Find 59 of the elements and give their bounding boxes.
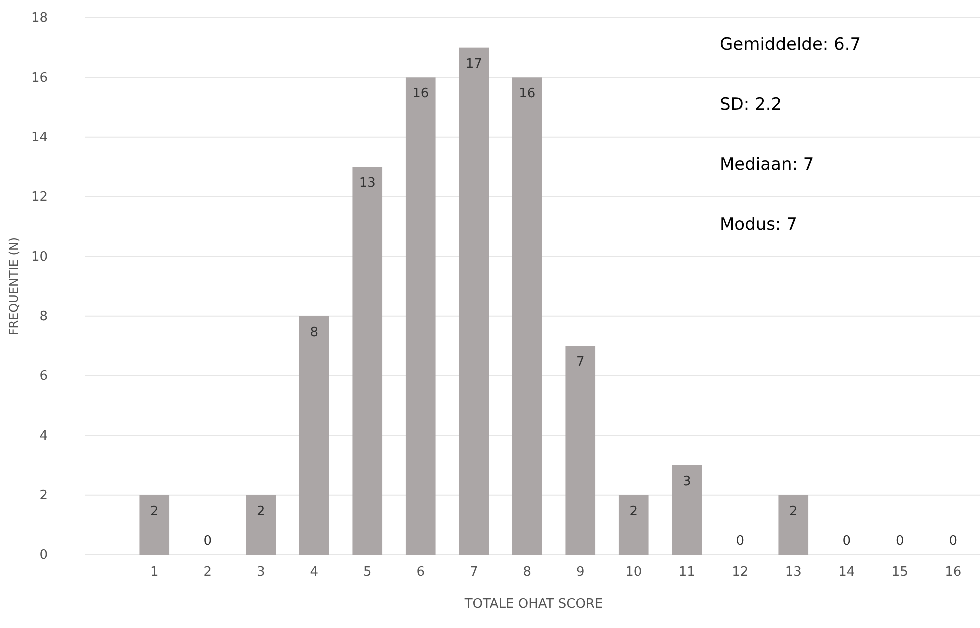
data-label: 16 [412, 86, 430, 102]
data-label: 0 [736, 534, 745, 549]
bar [459, 48, 490, 555]
y-tick-label: 0 [40, 548, 48, 564]
y-tick-label: 18 [31, 11, 48, 26]
bar [140, 495, 170, 555]
x-tick-label: 14 [838, 565, 856, 580]
data-label: 0 [204, 534, 212, 549]
y-tick-label: 8 [40, 309, 48, 324]
x-tick-label: 8 [523, 565, 532, 580]
data-label: 8 [310, 325, 319, 340]
x-tick-label: 6 [416, 565, 426, 580]
annotation: Modus: 7 [720, 215, 798, 235]
x-tick-label: 16 [945, 565, 962, 580]
y-tick-label: 10 [31, 250, 48, 265]
x-tick-label: 2 [204, 565, 212, 580]
y-tick-label: 6 [40, 369, 48, 384]
bar [618, 495, 649, 555]
data-label: 7 [576, 355, 585, 370]
x-tick-label: 3 [256, 565, 266, 580]
data-label: 2 [256, 504, 266, 520]
annotation: Gemiddelde: 6.7 [720, 35, 862, 55]
annotation: Mediaan: 7 [720, 155, 814, 175]
data-label: 0 [949, 534, 958, 549]
bar [778, 495, 809, 555]
annotation: SD: 2.2 [720, 95, 782, 115]
data-label: 0 [842, 534, 852, 549]
data-label: 0 [896, 534, 904, 549]
data-label: 17 [466, 56, 482, 72]
bar [406, 78, 436, 555]
data-label: 2 [789, 504, 798, 520]
bar [299, 316, 330, 555]
x-tick-label: 15 [892, 565, 908, 580]
x-tick-label: 12 [732, 565, 749, 580]
data-label: 3 [682, 474, 692, 490]
bar [246, 495, 276, 555]
y-axis-title: FREQUENTIE (N) [7, 237, 21, 336]
x-tick-label: 4 [310, 565, 319, 580]
bar [566, 346, 596, 555]
y-tick-label: 4 [40, 428, 48, 444]
y-tick-label: 12 [31, 190, 48, 206]
bar [512, 78, 542, 555]
data-label: 2 [630, 504, 638, 520]
x-tick-label: 9 [576, 565, 585, 580]
x-tick-label: 10 [626, 565, 642, 580]
bar [672, 466, 702, 555]
data-label: 13 [359, 176, 376, 192]
x-tick-label: 5 [363, 565, 372, 580]
y-tick-label: 16 [31, 70, 48, 86]
x-tick-label: 1 [150, 565, 159, 580]
bar [352, 167, 383, 555]
x-tick-label: 7 [470, 565, 478, 580]
y-tick-label: 14 [31, 130, 48, 146]
x-tick-label: 11 [678, 565, 696, 580]
data-label: 16 [519, 86, 536, 102]
y-tick-label: 2 [40, 488, 48, 504]
x-tick-label: 13 [785, 565, 802, 580]
data-label: 2 [150, 504, 159, 520]
x-axis-title: TOTALE OHAT SCORE [464, 597, 604, 612]
